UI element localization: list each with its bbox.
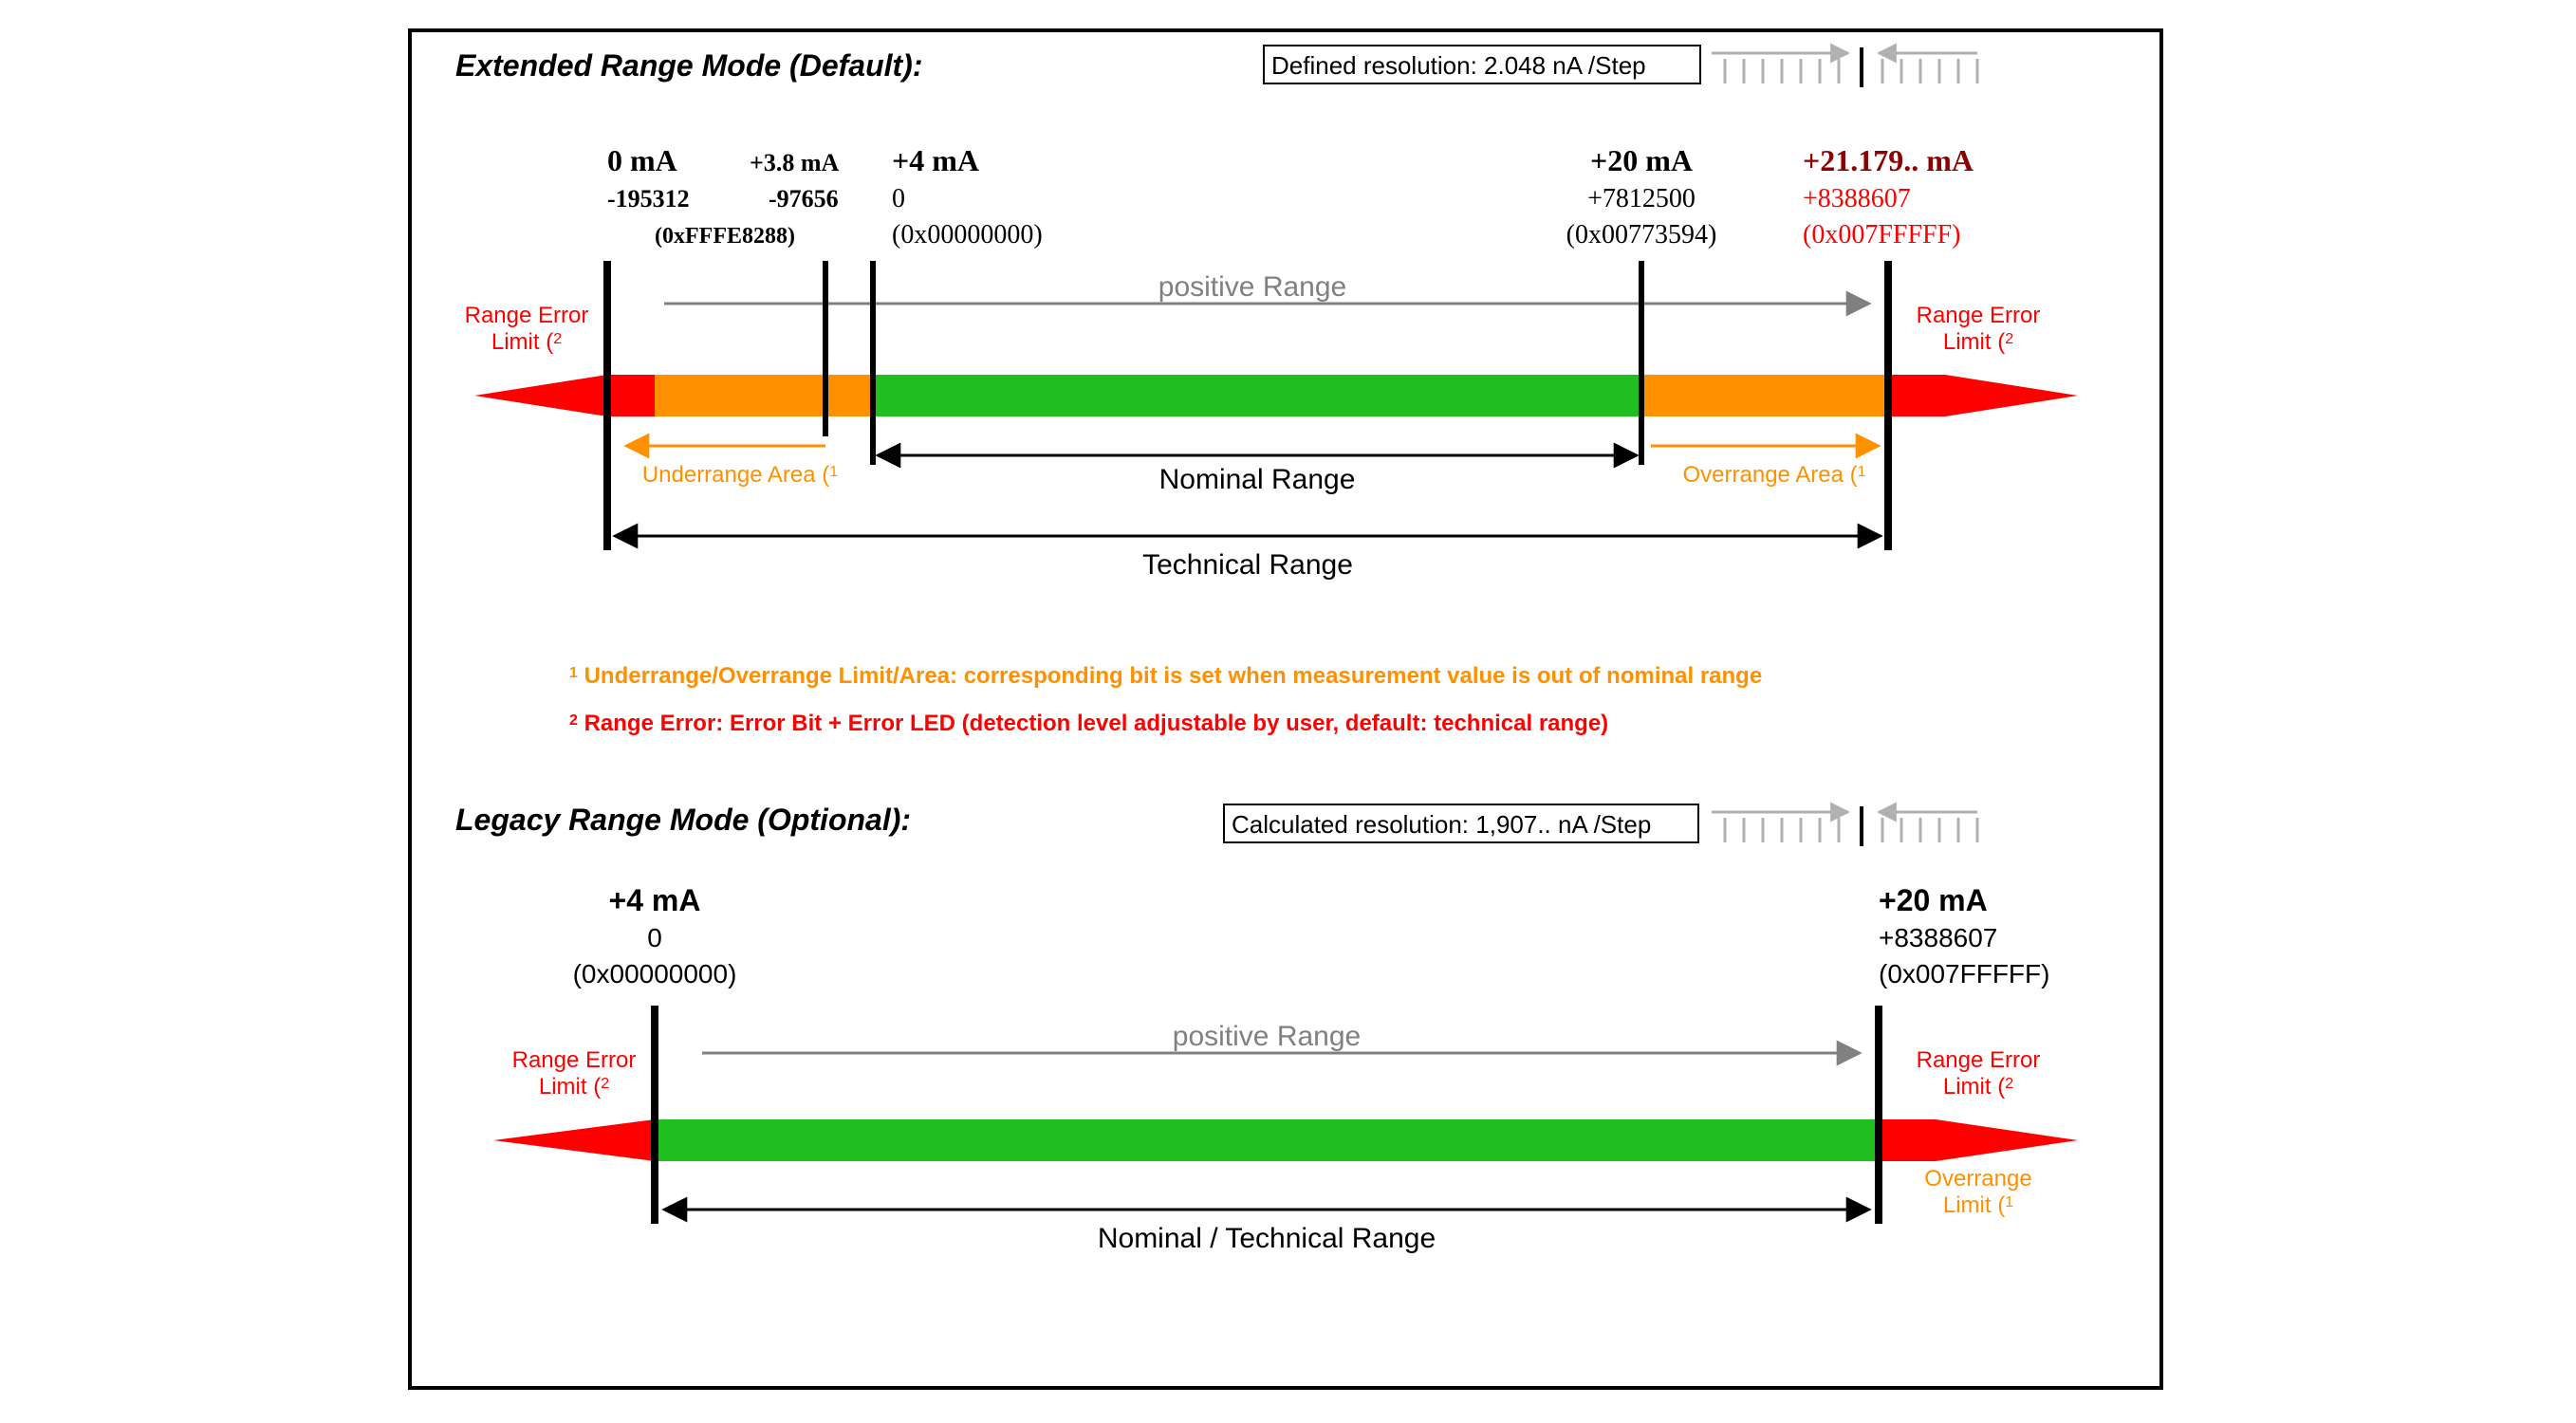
panelB-positive-range-label: positive Range — [1173, 1021, 1361, 1052]
svg-text:Limit (2: Limit (2 — [539, 1074, 609, 1100]
panelB-title: Legacy Range Mode (Optional): — [455, 803, 911, 837]
panelB-ruler — [1712, 806, 1977, 846]
panelA-tick38-dec: -97656 — [769, 185, 839, 213]
panelA-tick0-dec: -195312 — [607, 185, 690, 213]
diagram-svg: Extended Range Mode (Default): Defined r… — [0, 0, 2576, 1423]
panelA-tick0-mA: 0 mA — [607, 143, 677, 177]
svg-text:Range Error: Range Error — [465, 303, 589, 328]
footnote-2: 2 Range Error: Error Bit + Error LED (de… — [569, 711, 1608, 736]
panelA-range-error-right: Range Error Limit (2 — [1917, 303, 2041, 355]
panelB-tick-labels: +4 mA 0 (0x00000000) +20 mA +8388607 (0x… — [573, 883, 2050, 989]
panelA-title: Extended Range Mode (Default): — [455, 48, 922, 83]
svg-text:Limit (1: Limit (1 — [1943, 1192, 2013, 1218]
svg-text:Range Error: Range Error — [1917, 303, 2041, 328]
panelB-tick4-dec: 0 — [647, 923, 662, 952]
svg-text:Limit (2: Limit (2 — [1943, 1074, 2013, 1100]
panelB-range-error-right: Range Error Limit (2 — [1917, 1047, 2041, 1100]
panelA-tick-labels: 0 mA -195312 +3.8 mA -97656 (0xFFFE8288)… — [607, 143, 1974, 249]
panelA-tick4-hex: (0x00000000) — [892, 220, 1043, 249]
panelA-tick38-mA: +3.8 mA — [750, 149, 839, 176]
panelA-ruler — [1712, 47, 1977, 87]
panelB-range-error-left: Range Error Limit (2 — [512, 1047, 637, 1100]
panelA-tick20-mA: +20 mA — [1590, 143, 1693, 177]
panelA-resolution-text: Defined resolution: 2.048 nA /Step — [1271, 51, 1646, 80]
panelA-tick4-dec: 0 — [892, 184, 905, 213]
panelB-tick4-mA: +4 mA — [609, 883, 701, 917]
svg-text:Technical Range: Technical Range — [1142, 549, 1353, 581]
panelA-tick21-dec: +8388607 — [1803, 184, 1911, 213]
panelA-positive-range-label: positive Range — [1158, 271, 1346, 303]
panelB-tick4-hex: (0x00000000) — [573, 959, 737, 989]
panelB-tick20-dec: +8388607 — [1879, 923, 1997, 952]
svg-text:Range Error: Range Error — [1917, 1047, 2041, 1073]
footnote-1: 1 Underrange/Overrange Limit/Area: corre… — [569, 663, 1762, 689]
svg-text:Underrange Area (1: Underrange Area (1 — [642, 462, 838, 488]
panelA-range-error-left: Range Error Limit (2 — [465, 303, 589, 355]
panelA-tick38-hex: (0xFFFE8288) — [655, 224, 795, 249]
panelB-resolution-text: Calculated resolution: 1,907.. nA /Step — [1232, 810, 1651, 839]
panelA-tick20-dec: +7812500 — [1587, 184, 1696, 213]
svg-text:Nominal Range: Nominal Range — [1159, 464, 1356, 495]
svg-text:Overrange: Overrange — [1924, 1166, 2031, 1192]
panelA-tick21-hex: (0x007FFFFF) — [1803, 220, 1961, 249]
panelB-bar — [493, 1119, 2078, 1161]
svg-text:Limit (2: Limit (2 — [1943, 329, 2013, 355]
panelA-tick20-hex: (0x00773594) — [1566, 220, 1717, 249]
panelB-overrange-limit: Overrange Limit (1 — [1924, 1166, 2031, 1218]
panelB-tick20-mA: +20 mA — [1879, 883, 1988, 917]
svg-text:Range Error: Range Error — [512, 1047, 637, 1073]
panelB-nomtech-label: Nominal / Technical Range — [1098, 1223, 1436, 1254]
svg-text:Overrange Area (1: Overrange Area (1 — [1683, 462, 1866, 488]
panelB-tick20-hex: (0x007FFFFF) — [1879, 959, 2049, 989]
panelA-bar — [474, 375, 2078, 416]
panelA-range-arrows: Underrange Area (1 Nominal Range Overran… — [615, 446, 1881, 581]
svg-text:Limit (2: Limit (2 — [491, 329, 562, 355]
panelA-tick21-mA: +21.179.. mA — [1803, 143, 1974, 177]
panelA-tick4-mA: +4 mA — [892, 143, 979, 177]
